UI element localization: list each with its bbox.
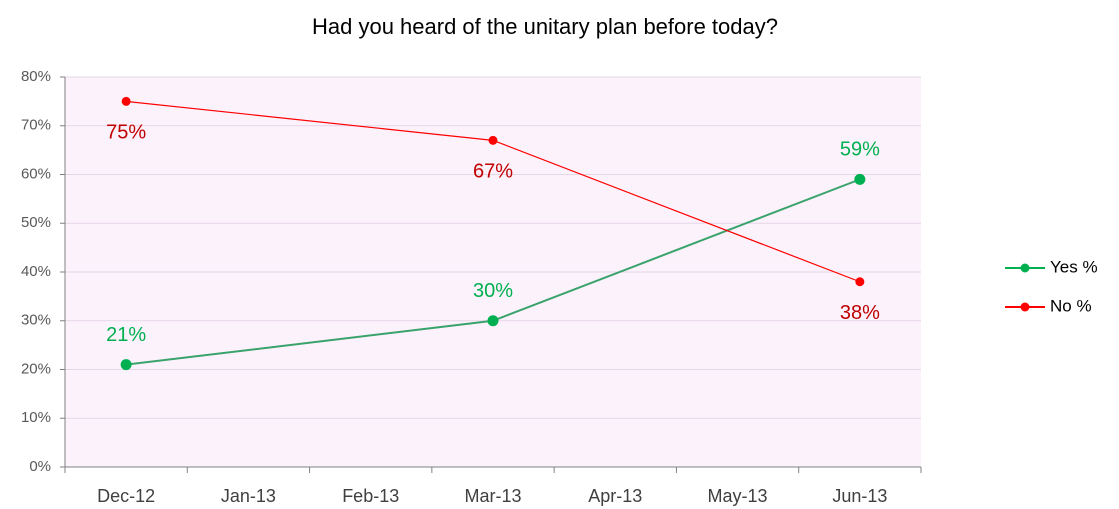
point: [121, 96, 131, 106]
chart-title: Had you heard of the unitary plan before…: [312, 14, 778, 39]
y-tick-label: 40%: [21, 263, 51, 280]
x-tick-label: Jan-13: [221, 486, 276, 506]
y-tick-label: 10%: [21, 409, 51, 426]
point: [488, 135, 498, 145]
legend-label: No %: [1050, 296, 1092, 315]
y-tick-label: 70%: [21, 117, 51, 134]
point: [120, 359, 132, 371]
legend-label: Yes %: [1050, 257, 1098, 276]
x-tick-label: Feb-13: [342, 486, 399, 506]
y-tick-label: 0%: [29, 458, 51, 475]
data-label: 21%: [106, 324, 146, 346]
x-tick-label: May-13: [708, 486, 768, 506]
point: [854, 173, 866, 185]
data-label: 67%: [473, 161, 513, 183]
x-tick-label: Jun-13: [832, 486, 887, 506]
data-label: 59%: [840, 139, 880, 161]
y-tick-label: 60%: [21, 165, 51, 182]
x-tick-label: Dec-12: [97, 486, 155, 506]
y-tick-label: 20%: [21, 360, 51, 377]
y-tick-label: 80%: [21, 68, 51, 85]
y-tick-label: 50%: [21, 214, 51, 231]
y-tick-label: 30%: [21, 312, 51, 329]
data-label: 30%: [473, 280, 513, 302]
data-label: 38%: [840, 302, 880, 324]
legend-marker: [1020, 302, 1030, 312]
data-label: 75%: [106, 122, 146, 144]
x-tick-label: Mar-13: [464, 486, 521, 506]
x-tick-label: Apr-13: [588, 486, 642, 506]
point: [487, 315, 499, 327]
point: [855, 277, 865, 287]
legend-marker: [1020, 263, 1030, 273]
